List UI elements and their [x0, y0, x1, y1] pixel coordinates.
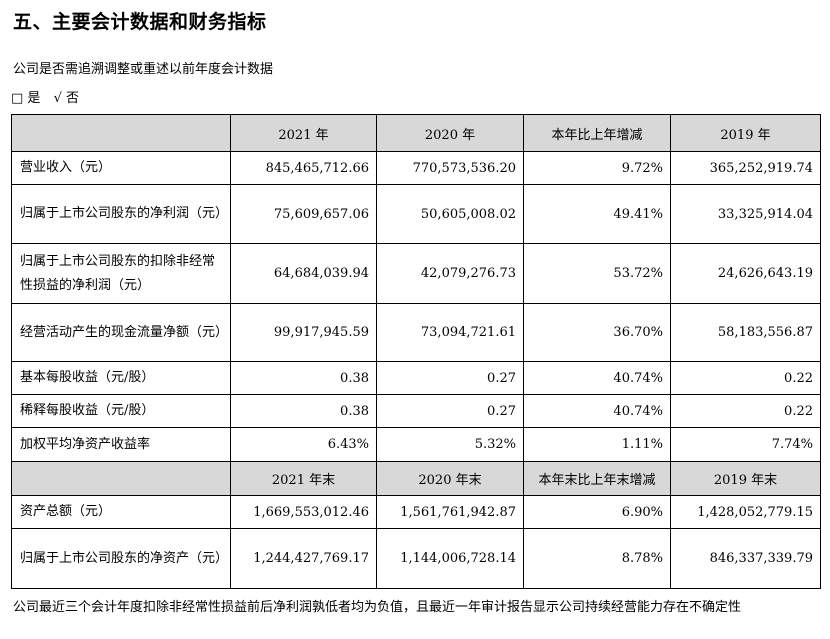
value-change: 36.70%	[523, 303, 671, 362]
value-2021: 1,669,553,012.46	[230, 495, 377, 529]
value-2021: 6.43%	[230, 427, 377, 462]
table-row: 经营活动产生的现金流量净额（元） 99,917,945.59 73,094,72…	[11, 303, 821, 362]
value-change: 9.72%	[523, 151, 671, 185]
table-row: 营业收入（元） 845,465,712.66 770,573,536.20 9.…	[11, 151, 821, 185]
row-label: 加权平均净资产收益率	[11, 427, 231, 462]
row-label: 归属于上市公司股东的扣除非经常性损益的净利润（元）	[11, 243, 231, 304]
value-2020: 73,094,721.61	[376, 303, 524, 362]
row-label: 营业收入（元）	[11, 151, 231, 185]
value-2020: 5.32%	[376, 427, 524, 462]
table-row: 归属于上市公司股东的扣除非经常性损益的净利润（元） 64,684,039.94 …	[11, 243, 821, 304]
table-row: 加权平均净资产收益率 6.43% 5.32% 1.11% 7.74%	[11, 427, 821, 462]
table-row: 基本每股收益（元/股） 0.38 0.27 40.74% 0.22	[11, 361, 821, 395]
choice-yes: □ 是	[11, 91, 41, 106]
table-row: 稀释每股收益（元/股） 0.38 0.27 40.74% 0.22	[11, 394, 821, 428]
value-2019: 846,337,339.79	[670, 528, 821, 589]
header-change-end: 本年末比上年末增减	[523, 461, 671, 496]
value-2020: 770,573,536.20	[376, 151, 524, 185]
restate-choices: □ 是 √ 否	[11, 87, 88, 106]
table-row: 资产总额（元） 1,669,553,012.46 1,561,761,942.8…	[11, 495, 821, 529]
row-label: 归属于上市公司股东的净利润（元）	[11, 184, 231, 244]
header-2019-end: 2019 年末	[670, 461, 821, 496]
value-change: 53.72%	[523, 243, 671, 304]
value-change: 49.41%	[523, 184, 671, 244]
value-2021: 845,465,712.66	[230, 151, 377, 185]
row-label: 稀释每股收益（元/股）	[11, 394, 231, 428]
value-2021: 0.38	[230, 394, 377, 428]
value-2021: 75,609,657.06	[230, 184, 377, 244]
table-row: 归属于上市公司股东的净利润（元） 75,609,657.06 50,605,00…	[11, 184, 821, 244]
header-row-year-end: 2021 年末 2020 年末 本年末比上年末增减 2019 年末	[11, 461, 821, 496]
restate-question: 公司是否需追溯调整或重述以前年度会计数据	[13, 62, 274, 77]
value-2021: 0.38	[230, 361, 377, 395]
value-2019: 1,428,052,779.15	[670, 495, 821, 529]
value-2019: 58,183,556.87	[670, 303, 821, 362]
value-change: 40.74%	[523, 361, 671, 395]
value-2020: 1,144,006,728.14	[376, 528, 524, 589]
value-2019: 33,325,914.04	[670, 184, 821, 244]
value-2020: 0.27	[376, 361, 524, 395]
value-2019: 24,626,643.19	[670, 243, 821, 304]
footer-note: 公司最近三个会计年度扣除非经常性损益前后净利润孰低者均为负值，且最近一年审计报告…	[13, 600, 742, 615]
value-2021: 1,244,427,769.17	[230, 528, 377, 589]
row-label: 归属于上市公司股东的净资产（元）	[11, 528, 231, 589]
value-change: 8.78%	[523, 528, 671, 589]
header-2021: 2021 年	[230, 114, 377, 152]
value-2021: 99,917,945.59	[230, 303, 377, 362]
value-2020: 50,605,008.02	[376, 184, 524, 244]
value-2021: 64,684,039.94	[230, 243, 377, 304]
choice-no: √ 否	[53, 91, 79, 106]
header-2020: 2020 年	[376, 114, 524, 152]
header-change: 本年比上年增减	[523, 114, 671, 152]
value-2020: 42,079,276.73	[376, 243, 524, 304]
value-2020: 0.27	[376, 394, 524, 428]
value-change: 1.11%	[523, 427, 671, 462]
value-2019: 0.22	[670, 394, 821, 428]
value-change: 40.74%	[523, 394, 671, 428]
header-2021-end: 2021 年末	[230, 461, 377, 496]
financial-indicators-table: 2021 年 2020 年 本年比上年增减 2019 年 营业收入（元） 845…	[11, 114, 821, 589]
row-label: 资产总额（元）	[11, 495, 231, 529]
value-2019: 0.22	[670, 361, 821, 395]
header-2020-end: 2020 年末	[376, 461, 524, 496]
value-2019: 7.74%	[670, 427, 821, 462]
value-2019: 365,252,919.74	[670, 151, 821, 185]
header-blank-cell	[11, 461, 231, 496]
header-2019: 2019 年	[670, 114, 821, 152]
value-2020: 1,561,761,942.87	[376, 495, 524, 529]
header-blank-cell	[11, 114, 231, 152]
row-label: 经营活动产生的现金流量净额（元）	[11, 303, 231, 362]
value-change: 6.90%	[523, 495, 671, 529]
table-row: 归属于上市公司股东的净资产（元） 1,244,427,769.17 1,144,…	[11, 528, 821, 589]
row-label: 基本每股收益（元/股）	[11, 361, 231, 395]
header-row-annual: 2021 年 2020 年 本年比上年增减 2019 年	[11, 114, 821, 152]
section-title: 五、主要会计数据和财务指标	[13, 11, 267, 33]
